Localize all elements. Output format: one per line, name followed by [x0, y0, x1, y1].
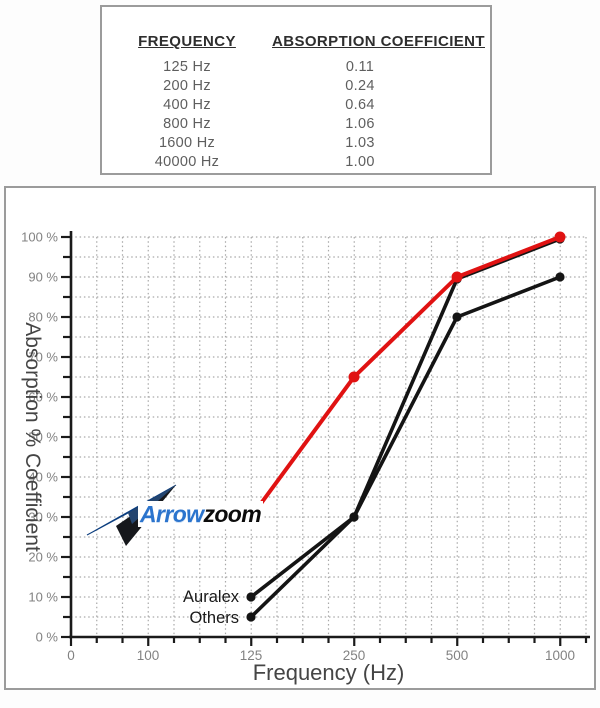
x-tick-label: 1000	[545, 648, 575, 663]
coefficient-cell: 1.00	[345, 154, 375, 170]
y-tick-label: 80 %	[28, 310, 58, 325]
table-row: 400 Hz 0.64	[102, 96, 490, 115]
series-line-arrowzoom	[249, 235, 562, 519]
logo-arrow-word: Arrow	[140, 501, 204, 527]
series-line-others	[249, 275, 562, 619]
coefficient-cell: 1.06	[345, 116, 375, 132]
table-row: 40000 Hz 1.00	[102, 153, 490, 172]
series-label-others: Others	[189, 609, 239, 627]
y-tick-label: 20 %	[28, 550, 58, 565]
y-tick-label: 100 %	[21, 230, 58, 245]
x-tick-label: 0	[67, 648, 75, 663]
y-tick-label: 40 %	[28, 470, 58, 485]
data-point-arrowzoom-250	[348, 371, 360, 383]
data-point-others-500	[452, 312, 462, 322]
table-row: 1600 Hz 1.03	[102, 134, 490, 153]
absorption-table-card: FREQUENCY ABSORPTION COEFFICIENT 125 Hz 0…	[100, 5, 492, 175]
table-header-row: FREQUENCY ABSORPTION COEFFICIENT	[102, 33, 490, 50]
y-tick-label: 0 %	[36, 630, 59, 645]
data-point-others-125	[246, 612, 256, 622]
y-tick-label: 90 %	[28, 270, 58, 285]
frequency-cell: 125 Hz	[163, 59, 211, 75]
coefficient-cell: 0.24	[345, 78, 375, 94]
absorption-chart: 100 % 90 % 80 % 70 % 60 % 50 % 40 % 30 % 20 % 10 …	[21, 230, 590, 685]
data-point-auralex-125	[246, 592, 256, 602]
data-point-auralex-250	[349, 512, 359, 522]
arrowzoom-logo: Arrowzoom	[86, 484, 264, 550]
x-axis-title: Frequency (Hz)	[253, 660, 405, 685]
data-point-arrowzoom-1000	[554, 231, 566, 243]
logo-zoom-word: zoom	[203, 501, 262, 527]
table-row: 125 Hz 0.11	[102, 58, 490, 77]
data-point-arrowzoom-500	[451, 271, 463, 283]
frequency-cell: 40000 Hz	[154, 154, 220, 170]
arrowzoom-logo-text: Arrowzoom	[138, 501, 264, 527]
y-tick-label: 30 %	[28, 510, 58, 525]
y-tick-label: 70 %	[28, 350, 58, 365]
table-row: 800 Hz 1.06	[102, 115, 490, 134]
column-header-frequency: FREQUENCY	[138, 33, 236, 50]
y-tick-label: 10 %	[28, 590, 58, 605]
coefficient-cell: 0.64	[345, 97, 375, 113]
frequency-cell: 1600 Hz	[158, 135, 216, 151]
data-point-others-1000	[555, 272, 565, 282]
table-body: 125 Hz 0.11 200 Hz 0.24 400 Hz 0.64 800 Hz 1.06…	[102, 58, 490, 172]
series-label-auralex: Auralex	[183, 588, 240, 606]
x-tick-label: 250	[343, 648, 366, 663]
frequency-cell: 200 Hz	[163, 78, 211, 94]
frequency-cell: 800 Hz	[163, 116, 211, 132]
x-tick-label: 125	[240, 648, 263, 663]
frequency-cell: 400 Hz	[163, 97, 211, 113]
chart-panel: 100 % 90 % 80 % 70 % 60 % 50 % 40 % 30 % 20 % 10 …	[4, 186, 596, 690]
column-header-absorption-coefficient: ABSORPTION COEFFICIENT	[272, 33, 485, 50]
table-row: 200 Hz 0.24	[102, 77, 490, 96]
y-tick-label: 50 %	[28, 430, 58, 445]
x-tick-label: 100	[137, 648, 160, 663]
y-axis-title: Absorption % Coefficient	[21, 322, 44, 552]
x-tick-label: 500	[446, 648, 469, 663]
coefficient-cell: 0.11	[345, 59, 375, 75]
y-tick-label: 60 %	[28, 390, 58, 405]
coefficient-cell: 1.03	[345, 135, 375, 151]
